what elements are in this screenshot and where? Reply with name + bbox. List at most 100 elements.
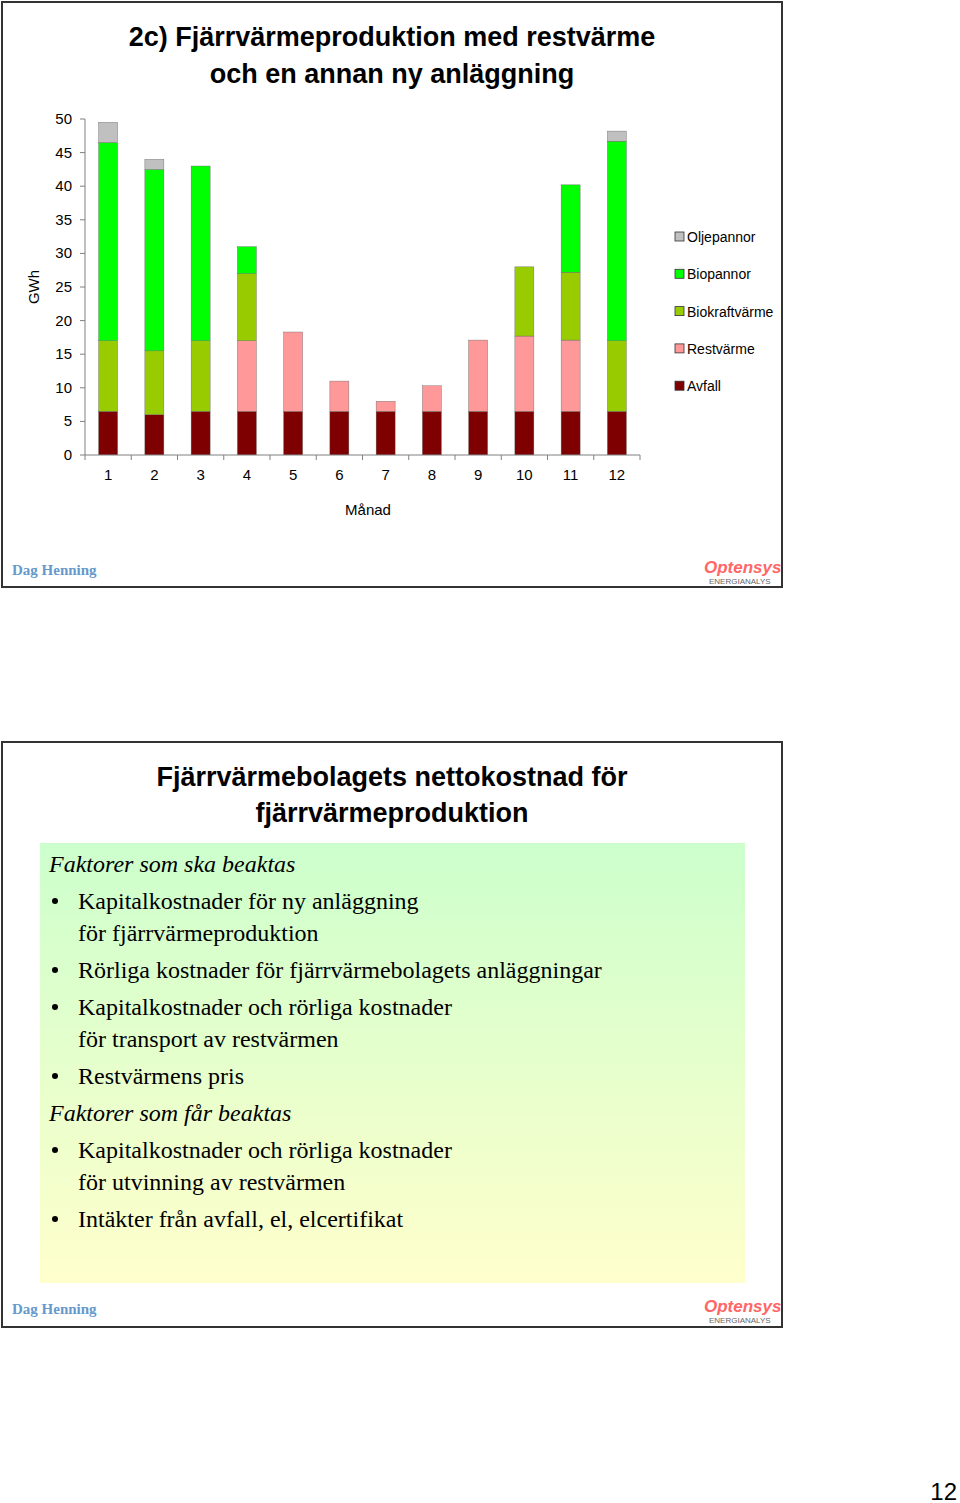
x-tick-label: 8 (428, 466, 436, 483)
bar-segment (376, 401, 395, 411)
x-tick-label: 6 (335, 466, 343, 483)
bullet (52, 898, 58, 904)
bar-segment (607, 141, 626, 341)
y-tick (80, 354, 85, 355)
bar-segment (145, 169, 164, 350)
bullet-text: för fjärrvärmeproduktion (78, 920, 319, 946)
x-tick (131, 455, 132, 460)
legend-label: Biokraftvärme (687, 304, 774, 320)
bar-segment (284, 332, 303, 411)
bar-segment (191, 166, 210, 341)
bar-segment (145, 159, 164, 169)
x-tick-label: 9 (474, 466, 482, 483)
bullet-text: Intäkter från avfall, el, elcertifikat (78, 1206, 403, 1232)
y-axis-label: GWh (25, 270, 42, 304)
bullet-text: för utvinning av restvärmen (78, 1169, 345, 1195)
legend-swatch (675, 269, 684, 278)
y-tick (80, 320, 85, 321)
bar-segment (422, 386, 441, 412)
y-tick (80, 387, 85, 388)
bar-segment (145, 351, 164, 415)
x-tick (501, 455, 502, 460)
bar-segment (607, 341, 626, 412)
x-tick-label: 4 (243, 466, 251, 483)
legend-label: Avfall (687, 378, 721, 394)
x-tick-label: 11 (563, 466, 579, 483)
legend-label: Restvärme (687, 341, 755, 357)
footer-logo-sub: ENERGIANALYS (709, 577, 771, 586)
x-tick-label: 3 (196, 466, 204, 483)
slide-title: Fjärrvärmebolagets nettokostnad för (156, 762, 628, 792)
bullet-text: för transport av restvärmen (78, 1026, 339, 1052)
x-tick (455, 455, 456, 460)
y-tick (80, 421, 85, 422)
legend-swatch (675, 381, 684, 390)
slide-title: fjärrvärmeproduktion (255, 798, 528, 828)
footer-author: Dag Henning (12, 1301, 97, 1317)
section-heading: Faktorer som ska beaktas (48, 851, 295, 877)
x-tick-label: 7 (381, 466, 389, 483)
bar-segment (469, 340, 488, 411)
bar-segment (561, 411, 580, 455)
x-tick (177, 455, 178, 460)
y-tick-label: 30 (55, 244, 72, 261)
x-tick (547, 455, 548, 460)
x-tick (85, 455, 86, 460)
bar-segment (376, 411, 395, 455)
legend-label: Oljepannor (687, 229, 756, 245)
y-tick (80, 287, 85, 288)
y-tick-label: 40 (55, 177, 72, 194)
bar-segment (330, 381, 349, 411)
bullet-text: Kapitalkostnader för ny anläggning (78, 888, 419, 914)
bar-segment (607, 411, 626, 455)
legend-swatch (675, 232, 684, 241)
x-tick (270, 455, 271, 460)
bar-segment (191, 411, 210, 455)
x-tick (316, 455, 317, 460)
legend-label: Biopannor (687, 266, 751, 282)
slide-frame (2, 742, 782, 1327)
y-tick-label: 10 (55, 379, 72, 396)
x-axis-label: Månad (345, 501, 391, 518)
bar-segment (99, 122, 118, 142)
page-number: 12 (930, 1478, 957, 1503)
bar-segment (515, 267, 534, 336)
y-tick (80, 152, 85, 153)
bar-segment (99, 411, 118, 455)
bullet (52, 1147, 58, 1153)
bar-segment (561, 340, 580, 411)
bar-segment (561, 272, 580, 340)
y-tick (80, 119, 85, 120)
legend-swatch (675, 344, 684, 353)
slide-frame (2, 2, 782, 587)
legend-swatch (675, 307, 684, 316)
y-tick-label: 0 (64, 446, 72, 463)
bar-segment (237, 247, 256, 274)
bar-segment (469, 411, 488, 455)
x-tick-label: 2 (150, 466, 158, 483)
chart-title: och en annan ny anläggning (210, 59, 575, 89)
bar-segment (99, 341, 118, 412)
x-tick (593, 455, 594, 460)
y-tick-label: 45 (55, 144, 72, 161)
bar-segment (284, 411, 303, 455)
bars (99, 122, 627, 455)
x-tick-label: 1 (104, 466, 112, 483)
y-tick (80, 455, 85, 456)
x-tick (223, 455, 224, 460)
y-tick (80, 219, 85, 220)
bar-segment (99, 143, 118, 341)
y-tick-label: 5 (64, 412, 72, 429)
bullet (52, 1073, 58, 1079)
footer-logo: Optensys (704, 558, 781, 577)
bar-segment (422, 411, 441, 455)
bullet-text: Restvärmens pris (78, 1063, 244, 1089)
page: 2c) Fjärrvärmeproduktion med restvärme oc… (0, 0, 960, 1503)
chart-title: 2c) Fjärrvärmeproduktion med restvärme (129, 22, 656, 52)
y-tick-label: 15 (55, 345, 72, 362)
x-tick-label: 10 (516, 466, 533, 483)
bar-segment (191, 341, 210, 412)
footer-logo-sub: ENERGIANALYS (709, 1316, 771, 1325)
footer-logo: Optensys (704, 1297, 781, 1316)
y-tick (80, 253, 85, 254)
